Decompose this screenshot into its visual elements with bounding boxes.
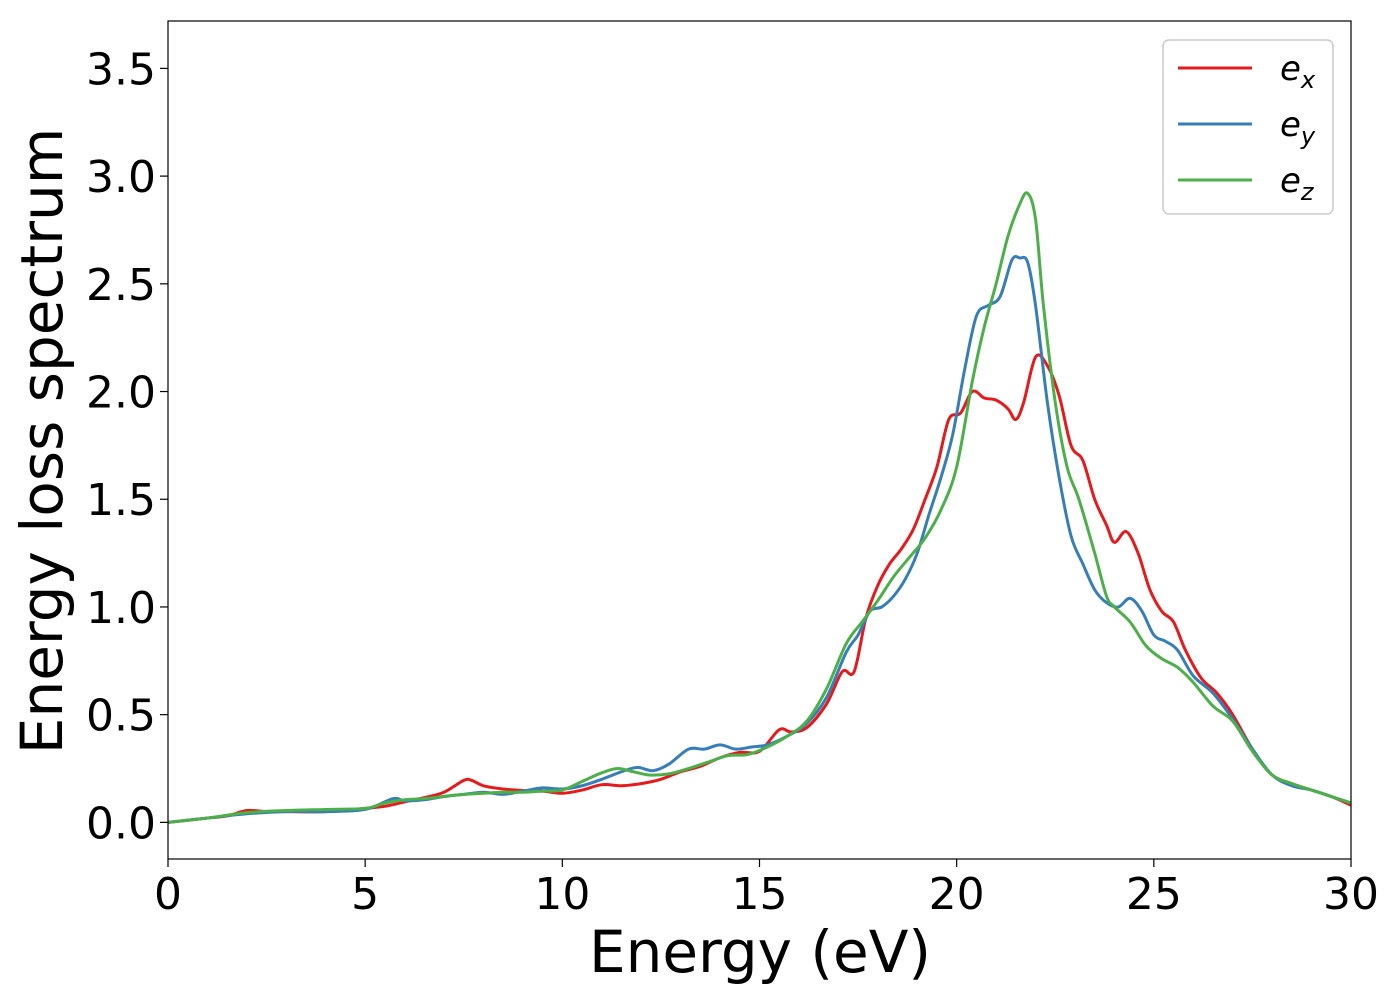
y-axis-label: Energy loss spectrum: [8, 128, 76, 754]
x-tick-label: 5: [351, 869, 379, 920]
series-line-e-y: [168, 254, 1351, 824]
legend-label: ez: [1280, 161, 1315, 206]
y-tick-label: 0.5: [86, 691, 156, 742]
y-tick-label: 1.0: [86, 583, 156, 634]
y-tick-label: 3.0: [86, 152, 156, 203]
y-axis: 0.0 0.5 1.0 1.5 2.0 2.5 3.0 3.5: [86, 44, 168, 849]
series-line-e-x: [168, 353, 1351, 824]
y-tick-label: 3.5: [86, 44, 156, 95]
series-line-e-z: [168, 191, 1351, 824]
series-lines: [168, 191, 1351, 824]
legend-box: [1162, 39, 1334, 215]
y-tick-label: 1.5: [86, 475, 156, 526]
y-tick-label: 2.0: [86, 368, 156, 419]
legend-label: ey: [1280, 105, 1316, 150]
x-tick-label: 20: [929, 869, 985, 920]
x-axis-label: Energy (eV): [589, 918, 931, 986]
x-tick-label: 15: [732, 869, 788, 920]
y-tick-label: 0.0: [86, 798, 156, 849]
x-tick-label: 30: [1323, 869, 1379, 920]
x-tick-label: 10: [534, 869, 590, 920]
legend: ex ey ez: [1162, 39, 1334, 215]
x-tick-label: 0: [154, 869, 182, 920]
x-axis: 0 5 10 15 20 25 30: [154, 859, 1379, 920]
y-tick-label: 2.5: [86, 260, 156, 311]
x-tick-label: 25: [1126, 869, 1182, 920]
legend-label: ex: [1280, 49, 1316, 94]
